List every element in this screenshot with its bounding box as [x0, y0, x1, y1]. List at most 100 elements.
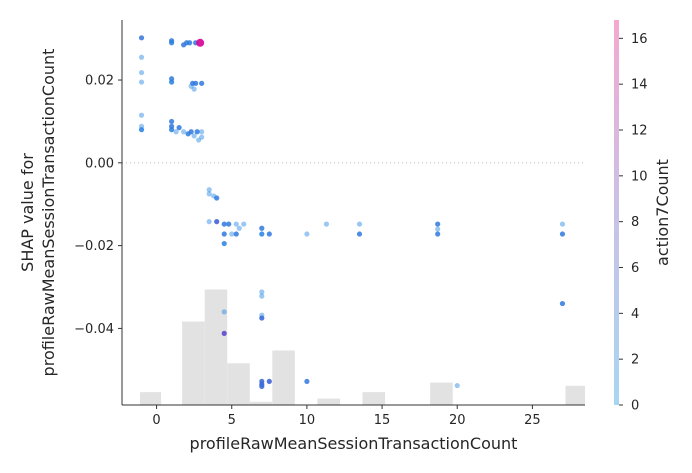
data-point: [169, 40, 175, 46]
x-tick-label: 25: [524, 413, 541, 428]
data-point: [304, 378, 310, 385]
x-tick-label: 15: [374, 413, 391, 428]
data-point: [206, 187, 212, 193]
histogram-bar: [249, 401, 273, 405]
data-point: [233, 221, 239, 227]
data-point: [138, 54, 145, 60]
histogram-bar: [272, 350, 295, 405]
data-point: [188, 129, 194, 135]
colorbar-tick-label: 10: [631, 169, 648, 184]
histogram-bar: [565, 385, 585, 405]
data-point: [435, 221, 441, 227]
histogram-bar: [204, 289, 228, 405]
y-axis-label-line-2: profileRawMeanSessionTransactionCount: [39, 49, 58, 377]
x-tick-label: 10: [299, 413, 316, 428]
data-point: [259, 289, 265, 295]
data-point: [259, 225, 265, 231]
x-tick-label: 20: [449, 413, 466, 428]
data-point: [559, 300, 566, 307]
colorbar-ticks: 0 2 4 6 8 10 12 14 16: [619, 32, 648, 414]
data-point: [191, 133, 197, 139]
data-point: [169, 118, 175, 125]
data-point: [138, 112, 145, 118]
x-axis-label: profileRawMeanSessionTransactionCount: [190, 434, 518, 453]
colorbar: [614, 20, 619, 405]
data-point: [435, 231, 441, 237]
colorbar-tick-label: 8: [631, 215, 639, 230]
data-point: [176, 125, 182, 131]
data-point: [199, 80, 205, 86]
data-point: [323, 221, 330, 227]
colorbar-tick-label: 4: [631, 307, 639, 322]
colorbar-tick-label: 6: [631, 261, 639, 276]
colorbar-tick-label: 14: [631, 78, 648, 93]
data-point: [221, 221, 227, 227]
data-point: [259, 293, 265, 299]
data-point: [221, 240, 227, 247]
colorbar-tick-label: 16: [631, 32, 648, 47]
data-point: [138, 35, 145, 41]
histogram: [140, 289, 585, 405]
data-point: [193, 80, 199, 86]
colorbar-tick-label: 2: [631, 353, 639, 368]
y-tick-label: −0.04: [74, 322, 114, 337]
data-point: [196, 137, 202, 143]
data-point: [304, 231, 310, 237]
data-point: [259, 383, 265, 389]
data-point: [356, 231, 363, 237]
data-point: [236, 225, 242, 231]
histogram-bar: [140, 392, 162, 405]
data-point: [206, 219, 212, 225]
data-point: [435, 226, 441, 232]
data-point: [194, 129, 200, 135]
histogram-bar: [430, 382, 453, 405]
data-point: [241, 221, 247, 227]
data-point: [169, 79, 175, 85]
data-point: [259, 231, 265, 237]
data-point: [206, 191, 212, 197]
y-axis-label-line-1: SHAP value for: [18, 153, 37, 272]
data-point: [191, 86, 197, 92]
data-point: [196, 38, 205, 47]
data-point: [199, 134, 205, 140]
data-point: [266, 231, 272, 237]
data-point: [214, 219, 220, 225]
data-point: [187, 40, 193, 46]
colorbar-tick-label: 0: [631, 399, 639, 414]
data-point: [138, 69, 145, 76]
histogram-bar: [182, 321, 205, 405]
data-point: [233, 231, 239, 237]
colorbar-tick-label: 12: [631, 124, 648, 139]
data-point: [138, 127, 145, 133]
scatter-points: [138, 35, 566, 389]
data-point: [169, 127, 175, 133]
histogram-bar: [317, 398, 340, 405]
data-point: [229, 231, 235, 237]
data-point: [559, 231, 566, 237]
data-point: [199, 129, 205, 135]
data-point: [221, 330, 227, 336]
data-point: [266, 378, 272, 385]
y-tick-label: 0.00: [85, 156, 114, 171]
histogram-bar: [362, 392, 386, 405]
data-point: [221, 309, 227, 315]
x-tick-label: 0: [152, 413, 160, 428]
x-tick-label: 5: [228, 413, 236, 428]
data-point: [559, 221, 566, 227]
data-point: [181, 129, 187, 135]
data-point: [214, 195, 220, 201]
histogram-bar: [227, 363, 250, 405]
data-point: [226, 221, 232, 227]
data-point: [454, 382, 460, 389]
y-axis-ticks: −0.04 −0.02 0.00 0.02: [74, 74, 122, 337]
data-point: [259, 315, 265, 321]
data-point: [221, 231, 227, 237]
colorbar-label: action7Count: [653, 159, 672, 266]
data-point: [356, 221, 363, 227]
y-tick-label: 0.02: [85, 74, 114, 89]
y-tick-label: −0.02: [74, 239, 114, 254]
data-point: [138, 79, 145, 85]
data-point: [173, 129, 179, 135]
x-axis-ticks: 0 5 10 15 20 25: [152, 405, 541, 428]
